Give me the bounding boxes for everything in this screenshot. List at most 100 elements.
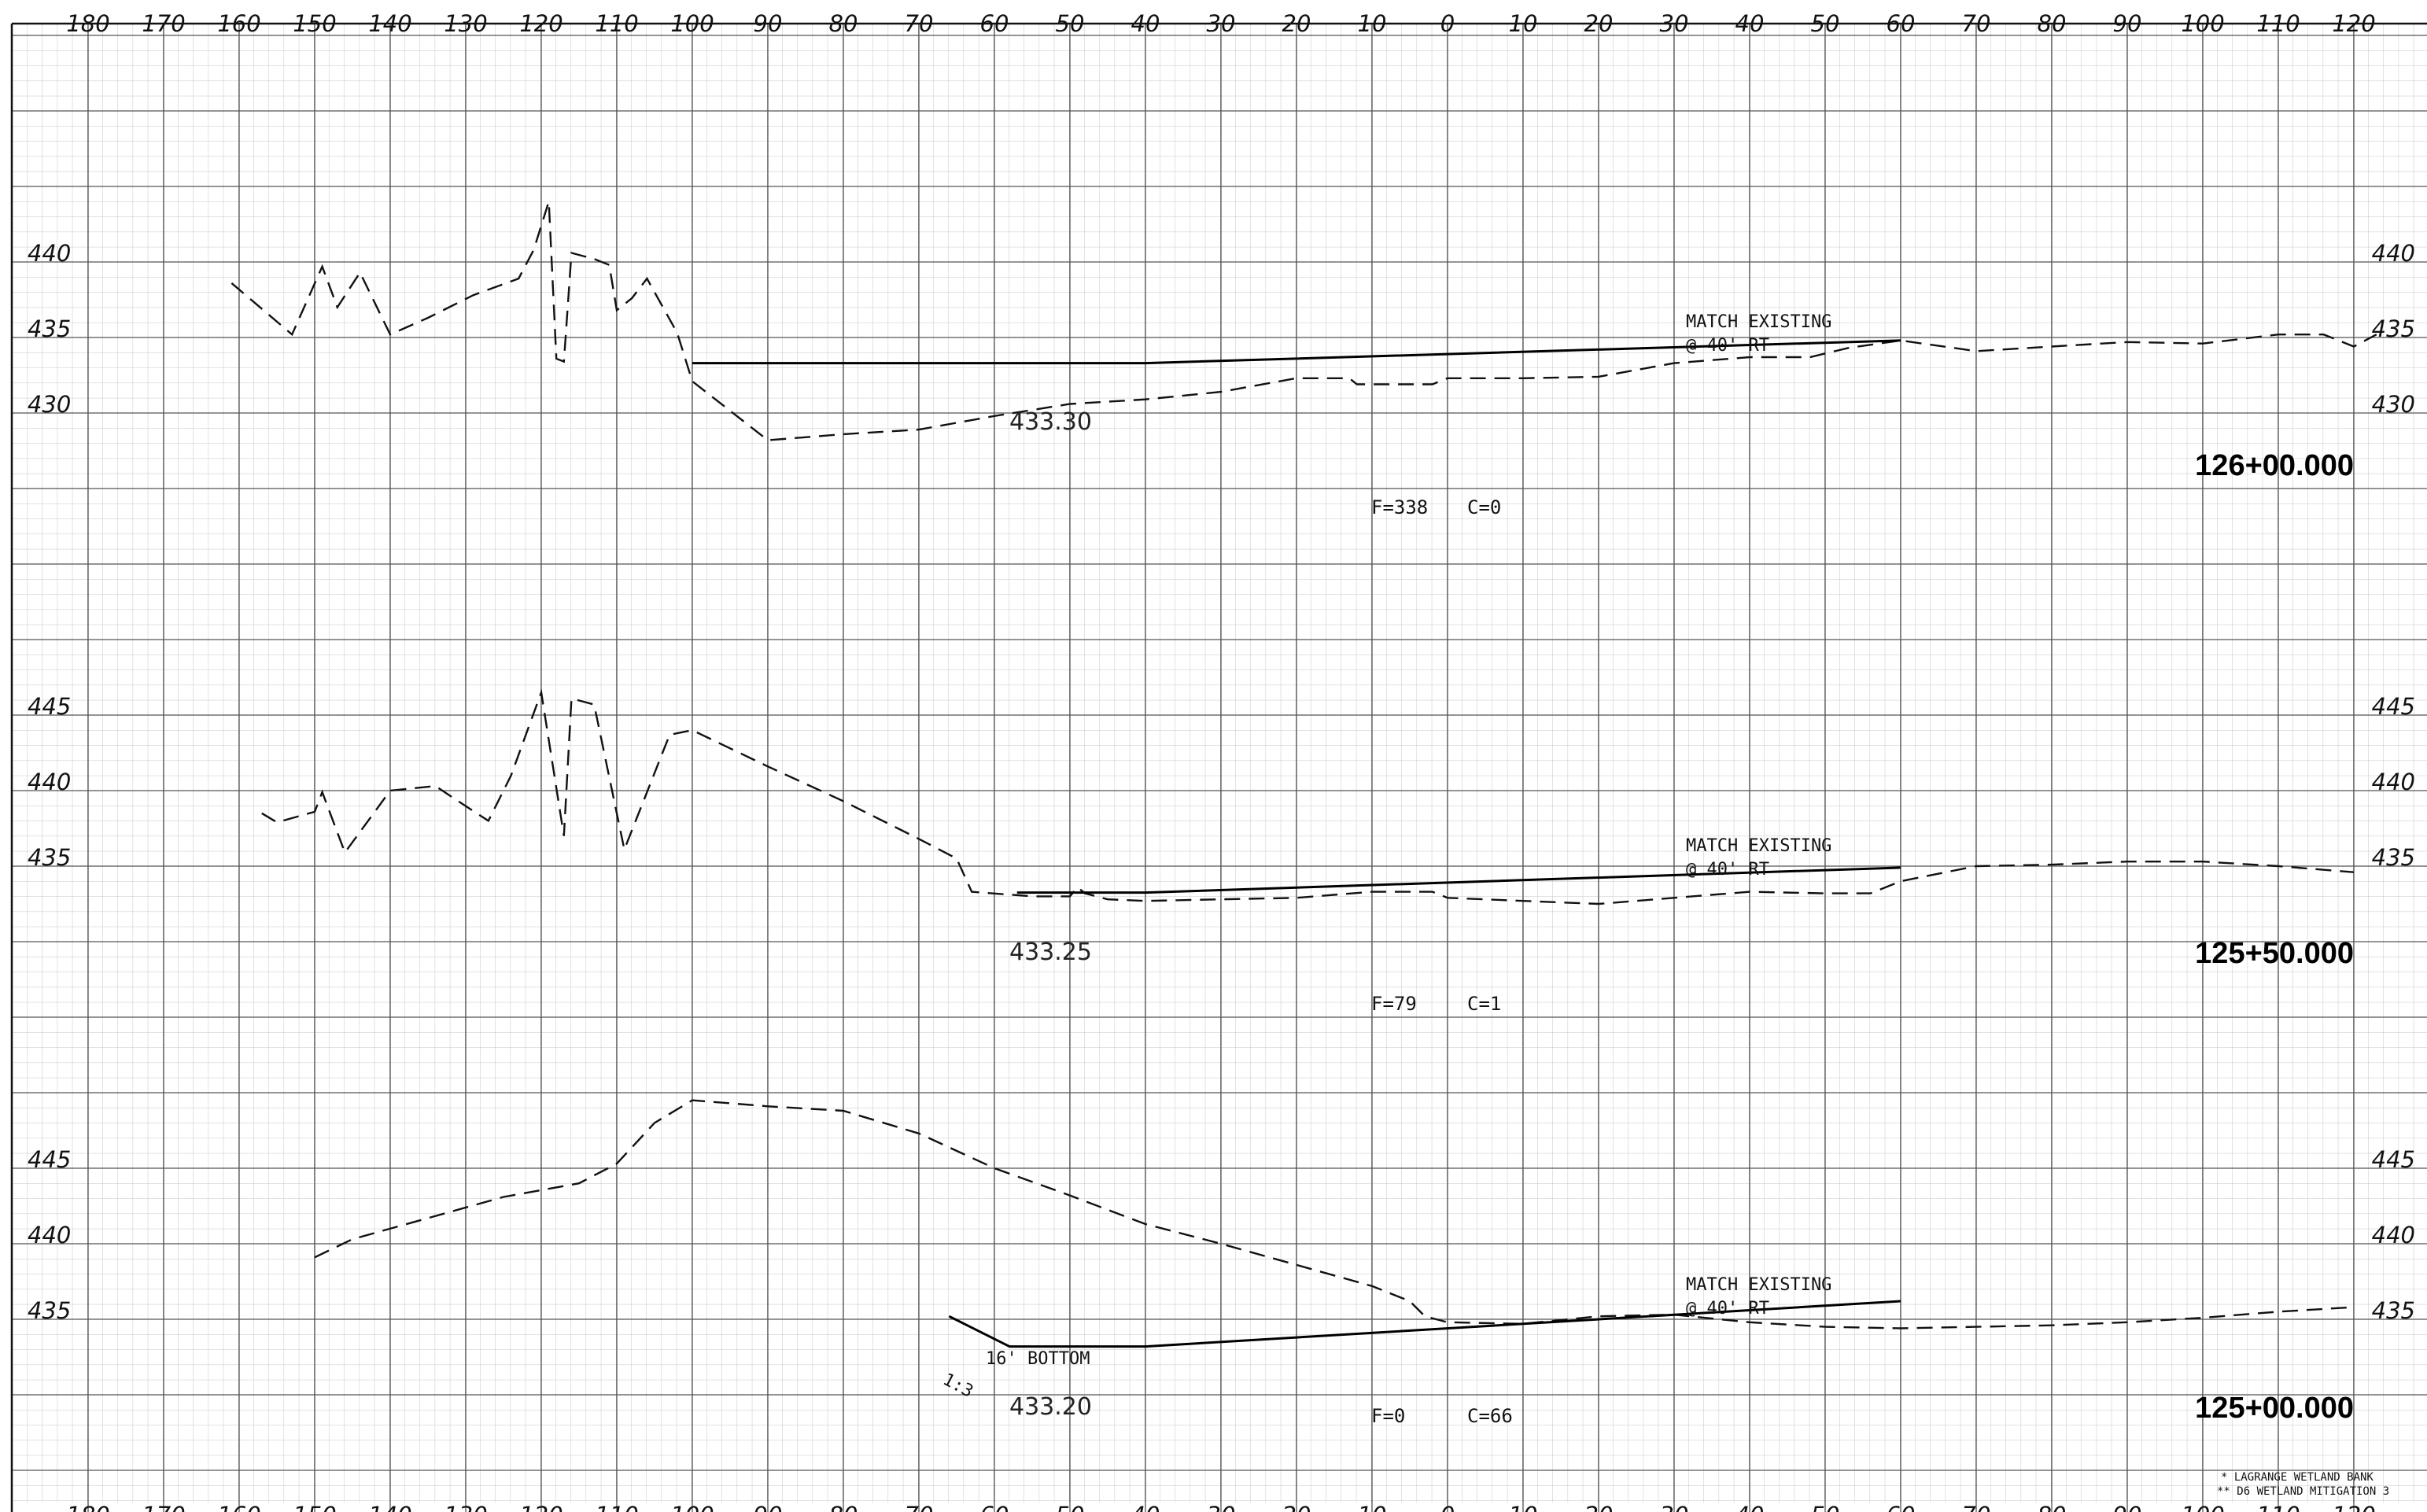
offset-tick-label: 110 (595, 10, 638, 37)
offset-tick-label: 10 (1509, 1502, 1538, 1512)
station-label: 125+00.000 (2195, 1392, 2354, 1425)
offset-tick-label: 20 (1584, 10, 1614, 37)
legend-item-1: * LAGRANGE WETLAND BANK (2221, 1471, 2374, 1484)
existing-ground-line (231, 201, 2377, 441)
offset-tick-label: 120 (2332, 1502, 2375, 1512)
elevation-label: 445 (2372, 1146, 2415, 1173)
grade-elevation-label: 433.20 (1009, 1393, 1092, 1421)
match-note-line-1: MATCH EXISTING (1686, 1275, 1831, 1295)
offset-tick-label: 50 (1056, 1502, 1085, 1512)
grade-elevation-label: 433.30 (1009, 408, 1092, 436)
offset-tick-label: 120 (519, 10, 562, 37)
bottom-offset-scale: 1801701601501401301201101009080706050403… (66, 1502, 2375, 1512)
offset-tick-label: 160 (217, 10, 260, 37)
offset-tick-label: 0 (1440, 1502, 1455, 1512)
offset-tick-label: 110 (2256, 10, 2300, 37)
offset-tick-label: 100 (2181, 10, 2224, 37)
cross-section-1: 440 435 430 440 435 430 MATCH EXISTING @ 40'… (28, 201, 2415, 518)
elevation-label: 435 (2372, 315, 2415, 342)
match-note-line-2: @ 40' RT (1686, 336, 1769, 356)
offset-tick-label: 30 (1660, 10, 1689, 37)
offset-tick-label: 40 (1735, 1502, 1765, 1512)
major-grid (12, 24, 2427, 1512)
offset-tick-label: 90 (2113, 1502, 2142, 1512)
legend-item-2: ** D6 WETLAND MITIGATION 3 (2217, 1485, 2389, 1498)
proposed-grade-line (692, 339, 1901, 365)
offset-tick-label: 40 (1131, 1502, 1160, 1512)
cross-section-2: 445 440 435 445 440 435 MATCH EXISTING @ 40'… (28, 688, 2415, 1015)
offset-tick-label: 90 (754, 10, 783, 37)
offset-tick-label: 10 (1509, 10, 1538, 37)
elevation-labels-right: 440 435 430 (2372, 240, 2415, 418)
existing-ground-line (261, 688, 2355, 905)
elevation-labels-left: 445 440 435 (28, 1146, 71, 1324)
elevation-labels-right: 445 440 435 (2372, 693, 2415, 871)
offset-tick-label: 70 (1962, 1502, 1991, 1512)
offset-tick-label: 100 (670, 1502, 714, 1512)
elevation-label: 435 (28, 315, 71, 342)
proposed-grade-line (948, 1300, 1901, 1348)
offset-tick-label: 80 (2038, 10, 2067, 37)
elevation-label: 430 (2372, 391, 2415, 418)
proposed-grade-line (1016, 866, 1901, 894)
fill-quantity: F=79 (1371, 993, 1417, 1015)
offset-tick-label: 180 (66, 10, 109, 37)
match-note-line-1: MATCH EXISTING (1686, 836, 1831, 856)
cut-quantity: C=0 (1467, 496, 1501, 518)
elevation-label: 435 (28, 1297, 71, 1324)
fill-quantity: F=0 (1371, 1405, 1405, 1427)
offset-tick-label: 30 (1660, 1502, 1689, 1512)
offset-tick-label: 70 (905, 1502, 934, 1512)
offset-tick-label: 90 (2113, 10, 2142, 37)
offset-tick-label: 20 (1282, 10, 1311, 37)
elevation-label: 440 (2372, 240, 2415, 267)
offset-tick-label: 60 (1887, 1502, 1916, 1512)
elevation-label: 440 (28, 769, 71, 795)
offset-tick-label: 0 (1440, 10, 1455, 37)
elevation-labels-right: 445 440 435 (2372, 1146, 2415, 1324)
offset-tick-label: 10 (1358, 10, 1387, 37)
offset-tick-label: 10 (1358, 1502, 1387, 1512)
offset-tick-label: 140 (368, 1502, 411, 1512)
offset-tick-label: 100 (670, 10, 714, 37)
elevation-label: 440 (28, 1222, 71, 1248)
offset-tick-label: 60 (1887, 10, 1916, 37)
elevation-labels-left: 440 435 430 (28, 240, 71, 418)
match-note-line-1: MATCH EXISTING (1686, 312, 1831, 332)
offset-tick-label: 60 (980, 1502, 1009, 1512)
offset-tick-label: 170 (142, 10, 185, 37)
legend: * LAGRANGE WETLAND BANK ** D6 WETLAND MI… (2217, 1471, 2389, 1498)
elevation-label: 435 (2372, 1297, 2415, 1324)
station-label: 125+50.000 (2195, 937, 2354, 970)
offset-tick-label: 80 (2038, 1502, 2067, 1512)
offset-tick-label: 60 (980, 10, 1009, 37)
offset-tick-label: 80 (829, 10, 858, 37)
offset-tick-label: 70 (1962, 10, 1991, 37)
fill-quantity: F=338 (1371, 496, 1428, 518)
offset-tick-label: 130 (444, 1502, 487, 1512)
offset-tick-label: 20 (1282, 1502, 1311, 1512)
offset-tick-label: 130 (444, 10, 487, 37)
offset-tick-label: 120 (2332, 10, 2375, 37)
elevation-label: 445 (28, 1146, 71, 1173)
match-note-line-2: @ 40' RT (1686, 1299, 1769, 1318)
offset-tick-label: 40 (1735, 10, 1765, 37)
bottom-width-label: 16' BOTTOM (986, 1349, 1090, 1369)
offset-tick-label: 170 (142, 1502, 185, 1512)
offset-tick-label: 20 (1584, 1502, 1614, 1512)
elevation-label: 440 (28, 240, 71, 267)
offset-tick-label: 70 (905, 10, 934, 37)
cut-quantity: C=1 (1467, 993, 1501, 1015)
offset-tick-label: 30 (1207, 1502, 1236, 1512)
offset-tick-label: 40 (1131, 10, 1160, 37)
offset-tick-label: 150 (293, 1502, 336, 1512)
offset-tick-label: 100 (2181, 1502, 2224, 1512)
elevation-label: 430 (28, 391, 71, 418)
offset-tick-label: 50 (1811, 10, 1840, 37)
elevation-label: 445 (28, 693, 71, 720)
offset-tick-label: 180 (66, 1502, 109, 1512)
offset-tick-label: 160 (217, 1502, 260, 1512)
offset-tick-label: 50 (1056, 10, 1085, 37)
offset-tick-label: 110 (2256, 1502, 2300, 1512)
